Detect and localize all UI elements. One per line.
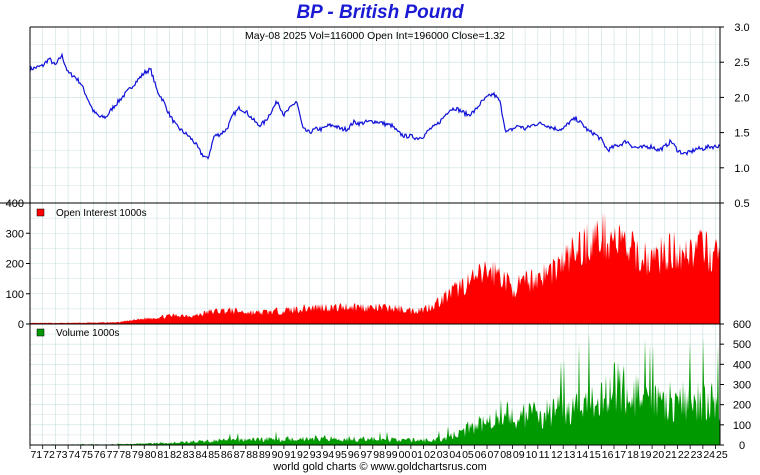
x-tick-label: 99 xyxy=(386,449,398,461)
x-tick-label: 91 xyxy=(284,449,296,461)
x-tick-label: 13 xyxy=(564,449,576,461)
y-tick-label: 2.0 xyxy=(734,92,749,104)
x-tick-label: 24 xyxy=(703,449,715,461)
x-tick-label: 23 xyxy=(691,449,703,461)
open-interest-legend-label: Open Interest 1000s xyxy=(56,208,147,219)
x-tick-label: 22 xyxy=(678,449,690,461)
x-tick-label: 80 xyxy=(145,449,157,461)
y-tick-label: 100 xyxy=(733,420,751,432)
y-tick-label: 500 xyxy=(733,339,751,351)
x-tick-label: 71 xyxy=(30,449,42,461)
y-tick-label: 1.5 xyxy=(734,128,749,140)
x-tick-label: 95 xyxy=(335,449,347,461)
y-tick-label: 200 xyxy=(733,400,751,412)
x-tick-label: 86 xyxy=(221,449,233,461)
x-tick-label: 21 xyxy=(665,449,677,461)
y-tick-label: 1.0 xyxy=(734,163,749,175)
open-interest-legend-swatch xyxy=(36,208,45,217)
volume-bars xyxy=(30,333,720,445)
y-tick-label: 2.5 xyxy=(734,57,749,69)
y-tick-label: 100 xyxy=(6,289,24,301)
y-tick-label: 0 xyxy=(739,440,745,452)
x-tick-label: 89 xyxy=(259,449,271,461)
x-tick-label: 76 xyxy=(94,449,106,461)
price-series-line xyxy=(29,52,721,160)
x-tick-label: 93 xyxy=(310,449,322,461)
x-tick-label: 77 xyxy=(107,449,119,461)
x-tick-label: 15 xyxy=(589,449,601,461)
x-tick-label: 09 xyxy=(513,449,525,461)
y-tick-label: 600 xyxy=(733,319,751,331)
x-tick-label: 74 xyxy=(69,449,81,461)
info-line: May-08 2025 Vol=116000 Open Int=196000 C… xyxy=(245,30,505,42)
x-tick-label: 08 xyxy=(500,449,512,461)
x-tick-label: 81 xyxy=(157,449,169,461)
x-tick-label: 94 xyxy=(322,449,334,461)
x-tick-label: 87 xyxy=(234,449,246,461)
x-tick-label: 01 xyxy=(411,449,423,461)
x-tick-label: 75 xyxy=(81,449,93,461)
volume-legend-swatch xyxy=(36,328,45,337)
x-tick-label: 85 xyxy=(208,449,220,461)
x-tick-label: 78 xyxy=(119,449,131,461)
x-tick-label: 84 xyxy=(195,449,207,461)
x-tick-label: 83 xyxy=(183,449,195,461)
x-tick-label: 98 xyxy=(373,449,385,461)
x-tick-label: 92 xyxy=(297,449,309,461)
y-tick-label: 400 xyxy=(6,198,24,210)
x-tick-label: 14 xyxy=(576,449,588,461)
x-tick-label: 16 xyxy=(602,449,614,461)
y-tick-label: 300 xyxy=(733,380,751,392)
x-tick-label: 05 xyxy=(462,449,474,461)
x-tick-label: 19 xyxy=(640,449,652,461)
x-tick-label: 17 xyxy=(614,449,626,461)
x-tick-label: 97 xyxy=(361,449,373,461)
y-tick-label: 300 xyxy=(6,228,24,240)
x-tick-label: 06 xyxy=(475,449,487,461)
x-tick-label: 72 xyxy=(43,449,55,461)
y-tick-label: 0 xyxy=(18,319,24,331)
y-tick-label: 3.0 xyxy=(734,22,749,34)
x-tick-label: 02 xyxy=(424,449,436,461)
x-tick-label: 12 xyxy=(551,449,563,461)
y-tick-label: 0.5 xyxy=(734,198,749,210)
x-tick-label: 88 xyxy=(246,449,258,461)
x-tick-label: 96 xyxy=(348,449,360,461)
volume-legend-label: Volume 1000s xyxy=(56,328,119,339)
x-tick-label: 79 xyxy=(132,449,144,461)
chart-title: BP - British Pound xyxy=(296,2,464,23)
x-tick-label: 90 xyxy=(272,449,284,461)
x-tick-label: 82 xyxy=(170,449,182,461)
open-interest-bars xyxy=(30,212,720,324)
x-tick-label: 00 xyxy=(399,449,411,461)
x-tick-label: 18 xyxy=(627,449,639,461)
x-tick-label: 25 xyxy=(716,449,728,461)
y-tick-label: 400 xyxy=(733,359,751,371)
x-tick-label: 07 xyxy=(487,449,499,461)
chart-footer: world gold charts © www.goldchartsrus.co… xyxy=(273,461,487,473)
x-tick-label: 73 xyxy=(56,449,68,461)
x-tick-label: 20 xyxy=(653,449,665,461)
x-tick-label: 11 xyxy=(539,449,550,461)
x-tick-label: 04 xyxy=(449,449,461,461)
x-tick-label: 03 xyxy=(437,449,449,461)
x-tick-label: 10 xyxy=(526,449,538,461)
y-tick-label: 200 xyxy=(6,259,24,271)
